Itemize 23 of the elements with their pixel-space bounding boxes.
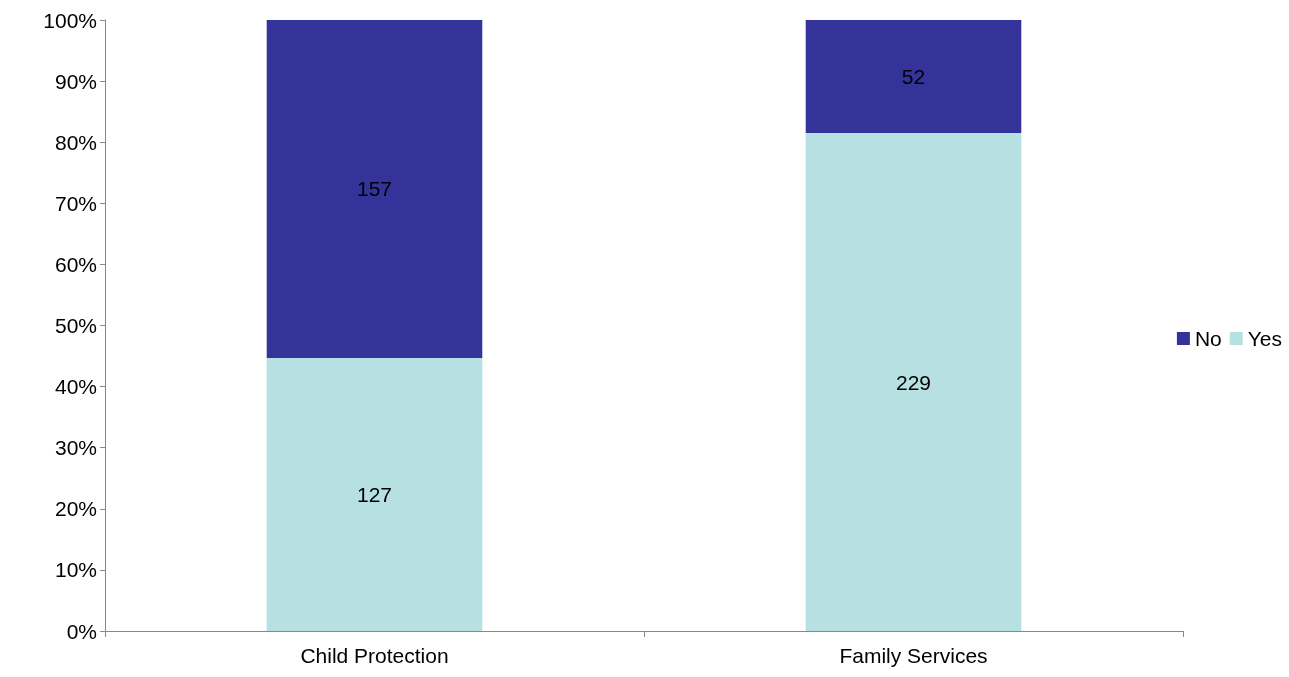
y-tick-label: 20% [54, 497, 97, 521]
bar [805, 133, 1022, 631]
y-tick-label: 30% [54, 436, 97, 460]
bar [266, 357, 483, 631]
y-tick-label: 40% [54, 375, 97, 399]
annotation: 52 [901, 65, 926, 89]
x-tick-label: Family Services [839, 644, 988, 667]
x-tick-label: Child Protection [300, 644, 449, 667]
bar [805, 20, 1022, 134]
annotation: 127 [356, 482, 393, 506]
legend-label: No [1194, 327, 1222, 350]
y-tick-label: 0% [66, 619, 97, 643]
y-tick-label: 10% [54, 558, 97, 582]
legend-label: Yes [1247, 327, 1283, 350]
annotation: 157 [356, 177, 393, 201]
y-tick-label: 60% [54, 252, 97, 276]
y-tick-label: 80% [54, 130, 97, 154]
bar [266, 20, 483, 358]
y-tick-label: 90% [54, 69, 97, 93]
y-tick-label: 50% [54, 314, 97, 337]
y-tick-label: 100% [43, 8, 97, 32]
y-tick-label: 70% [54, 191, 97, 215]
annotation: 229 [895, 370, 932, 394]
